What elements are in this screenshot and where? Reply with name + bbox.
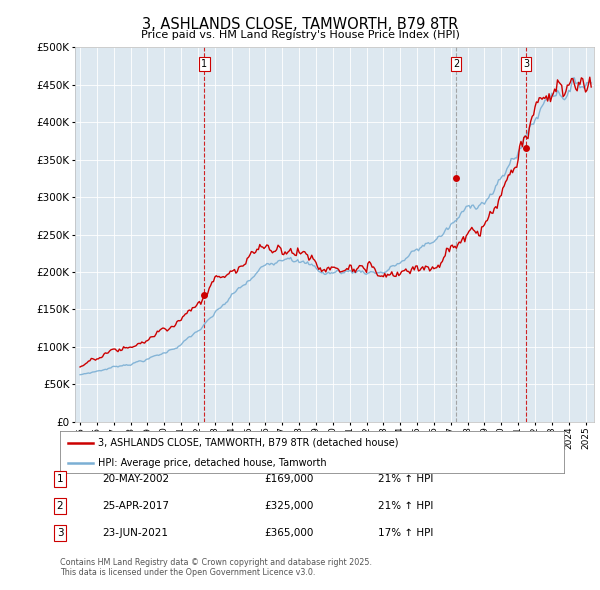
- Text: 3: 3: [56, 529, 64, 538]
- Text: £169,000: £169,000: [264, 474, 313, 484]
- Text: Price paid vs. HM Land Registry's House Price Index (HPI): Price paid vs. HM Land Registry's House …: [140, 30, 460, 40]
- Text: 21% ↑ HPI: 21% ↑ HPI: [378, 474, 433, 484]
- Text: 21% ↑ HPI: 21% ↑ HPI: [378, 502, 433, 511]
- Text: 23-JUN-2021: 23-JUN-2021: [102, 529, 168, 538]
- Text: 20-MAY-2002: 20-MAY-2002: [102, 474, 169, 484]
- Text: HPI: Average price, detached house, Tamworth: HPI: Average price, detached house, Tamw…: [98, 458, 326, 467]
- Text: 3, ASHLANDS CLOSE, TAMWORTH, B79 8TR: 3, ASHLANDS CLOSE, TAMWORTH, B79 8TR: [142, 17, 458, 31]
- Text: 2: 2: [56, 502, 64, 511]
- Text: 1: 1: [202, 59, 208, 69]
- Text: £365,000: £365,000: [264, 529, 313, 538]
- Text: Contains HM Land Registry data © Crown copyright and database right 2025.
This d: Contains HM Land Registry data © Crown c…: [60, 558, 372, 577]
- Text: 25-APR-2017: 25-APR-2017: [102, 502, 169, 511]
- Text: 2: 2: [453, 59, 459, 69]
- Text: 1: 1: [56, 474, 64, 484]
- Text: 17% ↑ HPI: 17% ↑ HPI: [378, 529, 433, 538]
- Text: 3, ASHLANDS CLOSE, TAMWORTH, B79 8TR (detached house): 3, ASHLANDS CLOSE, TAMWORTH, B79 8TR (de…: [98, 438, 398, 448]
- Text: 3: 3: [523, 59, 529, 69]
- Text: £325,000: £325,000: [264, 502, 313, 511]
